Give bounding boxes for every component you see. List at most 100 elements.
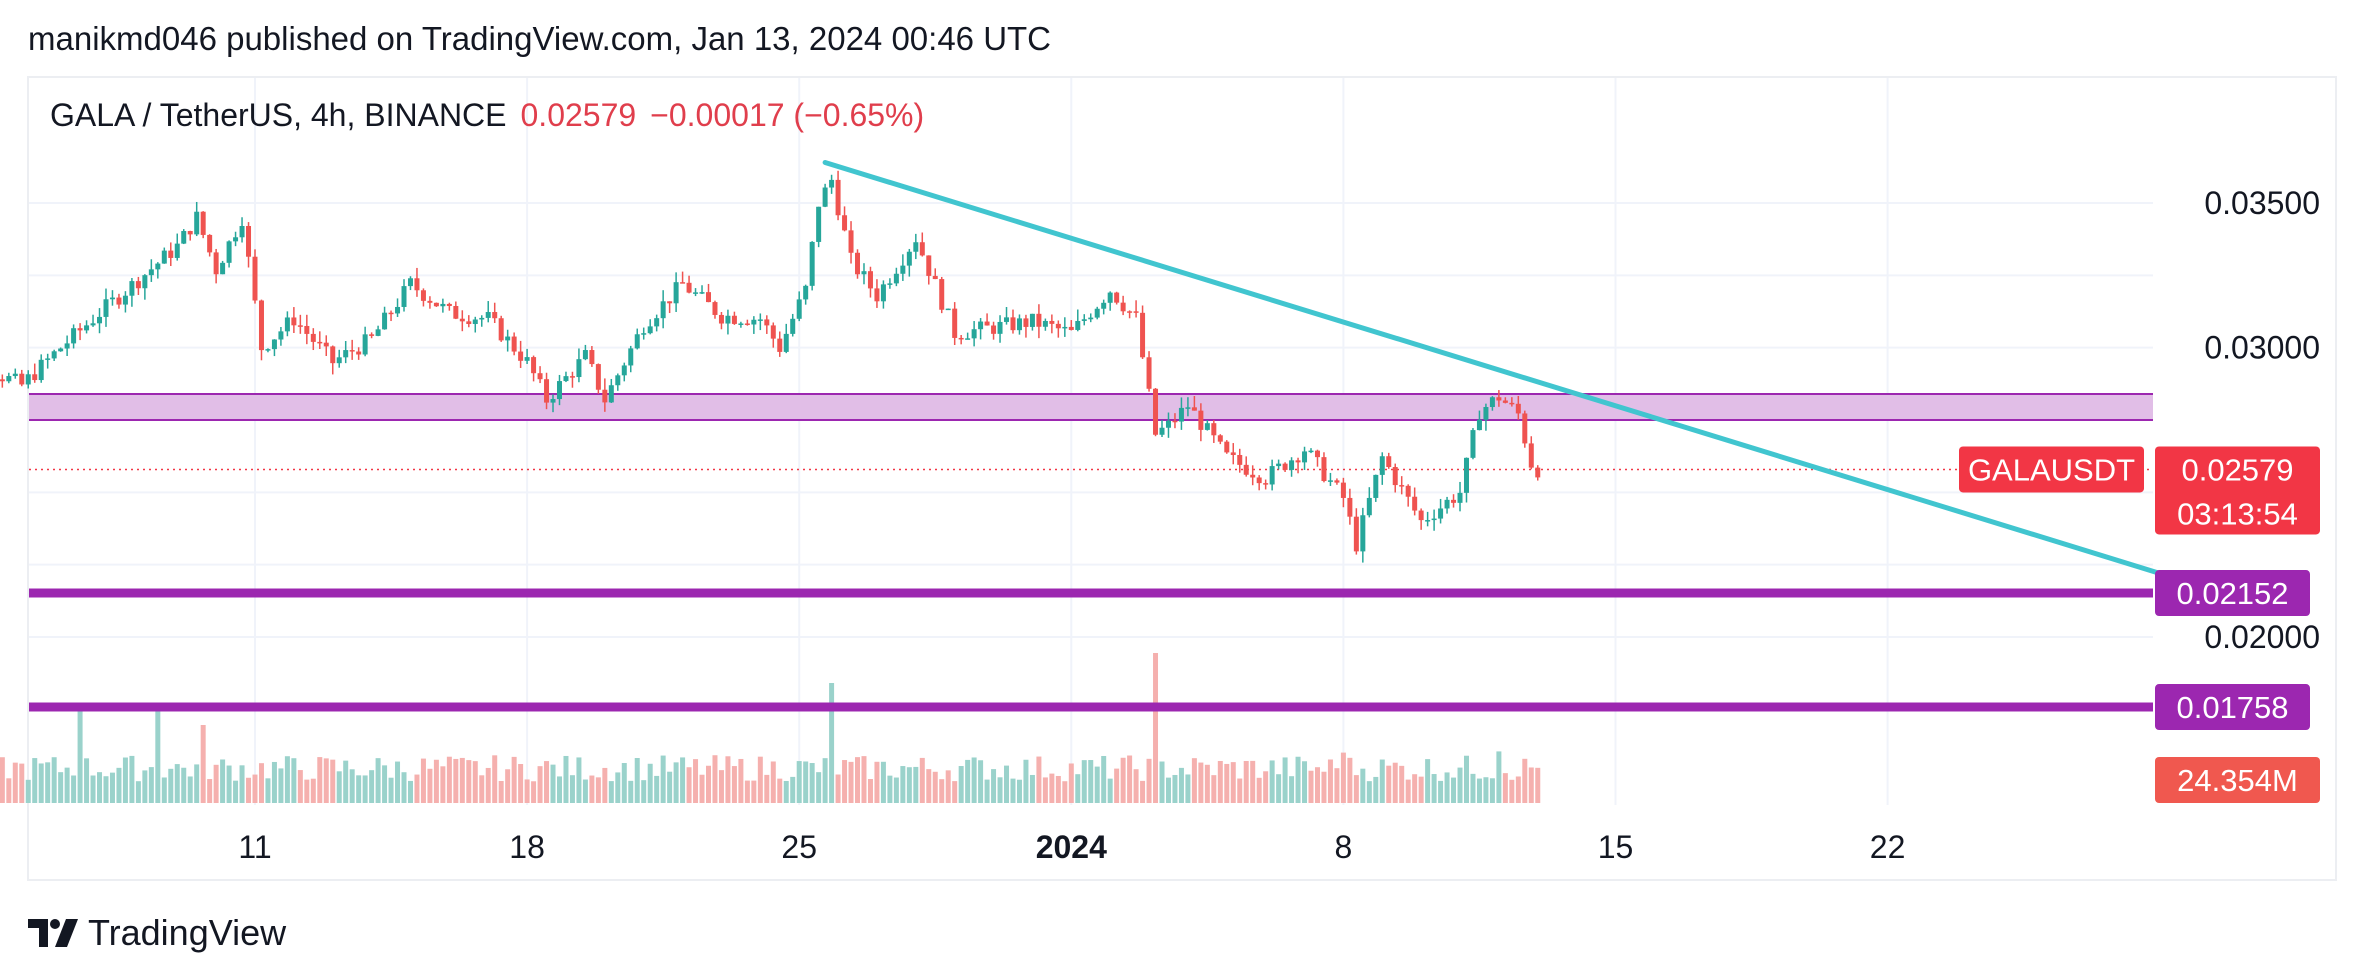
volume-bar	[628, 780, 634, 803]
candle	[803, 285, 809, 300]
volume-bar	[58, 772, 64, 803]
candle	[32, 374, 38, 381]
candle	[1373, 474, 1379, 498]
volume-bar	[1140, 780, 1146, 803]
volume-bar	[718, 770, 724, 803]
indicator-lines	[29, 159, 2163, 712]
volume-bar	[1334, 768, 1340, 803]
volume-bar	[1198, 762, 1204, 803]
volume-bar	[757, 756, 763, 803]
candle	[1204, 423, 1210, 430]
price-tags: GALAUSDT 0.02579 03:13:54 0.02152 0.01758 24.…	[1959, 446, 2320, 803]
trendline[interactable]	[822, 159, 2163, 576]
candle	[1509, 402, 1515, 405]
candle	[71, 328, 77, 344]
candle	[174, 243, 180, 258]
candle	[420, 290, 426, 301]
volume-bar	[1470, 773, 1476, 803]
volume-bar	[284, 756, 290, 803]
support-price-tag-bg	[2155, 684, 2310, 731]
volume-bar	[965, 759, 971, 803]
candle	[900, 265, 906, 274]
volume-bar	[1425, 759, 1431, 803]
volume-bar	[207, 779, 213, 803]
candle	[252, 256, 258, 301]
candle	[680, 282, 686, 284]
tradingview-logo[interactable]: TradingView	[28, 912, 286, 954]
candle	[1010, 317, 1016, 331]
volume-bar	[148, 767, 154, 803]
candle	[518, 351, 524, 361]
volume-bar	[1172, 774, 1178, 803]
candle	[654, 318, 660, 327]
volume-bar	[556, 776, 562, 803]
candle	[1114, 292, 1120, 303]
candle	[446, 303, 452, 306]
volume-bar	[1327, 759, 1333, 803]
volume-bar	[161, 777, 167, 803]
volume-bar	[1230, 762, 1236, 803]
candle	[796, 299, 802, 319]
candle	[1360, 515, 1366, 552]
x-axis-tick-label: 25	[781, 829, 817, 865]
volume-bar	[395, 761, 401, 803]
candle	[595, 364, 601, 390]
volume-bar	[90, 775, 96, 803]
symbol-price-tag-bg	[1959, 446, 2144, 493]
candle	[395, 306, 401, 314]
volume-bar	[544, 761, 550, 803]
volume-bar	[1535, 767, 1541, 803]
candle	[764, 319, 770, 326]
volume-bar	[751, 780, 757, 803]
volume-bar	[1269, 760, 1275, 803]
candle	[1515, 403, 1521, 414]
volume-bar	[498, 780, 504, 803]
volume-bar	[744, 780, 750, 803]
volume-bar	[1489, 778, 1495, 803]
volume-bar	[32, 758, 38, 803]
volume-bar	[453, 758, 459, 803]
candle	[602, 389, 608, 403]
candle	[952, 308, 958, 338]
symbol-legend[interactable]: GALA / TetherUS, 4h, BINANCE 0.02579 −0.00…	[50, 97, 924, 134]
chart-panel[interactable]	[27, 76, 2337, 881]
candle	[1140, 312, 1146, 358]
volume-bar	[958, 766, 964, 803]
candle	[1185, 407, 1191, 409]
candle	[1302, 451, 1308, 463]
candle	[874, 288, 880, 302]
volume-bar	[304, 779, 310, 803]
volume-bar	[1217, 760, 1223, 803]
candle	[1153, 388, 1159, 435]
volume-bar	[155, 709, 161, 803]
candle	[576, 359, 582, 378]
support-price-tag-bg	[2155, 570, 2310, 617]
candle	[278, 331, 284, 340]
candle	[388, 312, 394, 315]
volume-bar	[382, 765, 388, 803]
volume-bar	[187, 776, 193, 803]
volume-bar	[1386, 765, 1392, 803]
volume-bar	[887, 775, 893, 803]
volume-bar	[537, 766, 543, 803]
volume-bar	[291, 758, 297, 803]
volume-bar	[1457, 767, 1463, 803]
volume-bar	[407, 780, 413, 803]
candle	[1522, 413, 1528, 444]
candle	[1463, 457, 1469, 493]
candle	[945, 308, 951, 311]
candle	[472, 319, 478, 325]
candle	[984, 321, 990, 326]
x-axis-tick-label: 8	[1335, 829, 1353, 865]
candle	[187, 231, 193, 235]
candle	[790, 318, 796, 334]
candle	[440, 303, 446, 307]
volume-bar	[511, 756, 517, 803]
candle	[1036, 313, 1042, 327]
candle	[58, 348, 64, 352]
candle	[19, 373, 25, 385]
volume-bar	[984, 779, 990, 803]
candle	[246, 226, 252, 257]
candle	[453, 305, 459, 319]
